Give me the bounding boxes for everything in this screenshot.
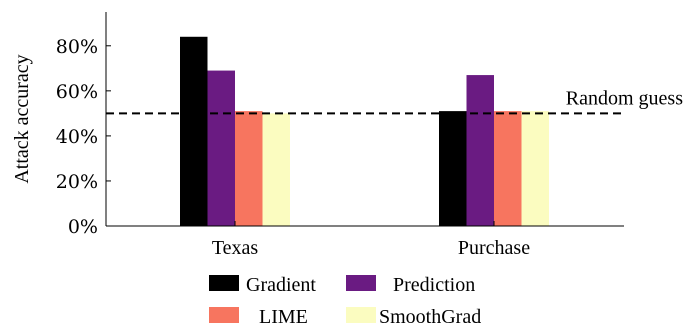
bar-prediction-purchase <box>466 75 494 226</box>
y-axis: 0% 20% 40% 60% 80% <box>56 12 111 238</box>
y-axis-label: Attack accuracy <box>11 54 33 183</box>
legend-swatch-prediction <box>346 275 376 291</box>
y-tick-label: 60% <box>56 81 98 103</box>
bar-gradient-purchase <box>439 111 467 226</box>
bar-gradient-texas <box>180 36 208 226</box>
plot-area <box>180 36 549 226</box>
legend-label-prediction: Prediction <box>393 274 475 296</box>
legend-swatch-lime <box>209 307 239 323</box>
y-tick-label: 80% <box>56 36 98 58</box>
legend: Gradient Prediction LIME SmoothGrad <box>209 274 481 328</box>
y-tick-label: 0% <box>68 216 98 238</box>
y-tick-label: 40% <box>56 126 98 148</box>
reference-line-group: Random guess <box>106 87 683 115</box>
bar-smoothgrad-purchase <box>521 111 549 226</box>
legend-label-smoothgrad: SmoothGrad <box>379 306 481 328</box>
bar-smoothgrad-texas <box>262 113 290 226</box>
x-tick-label: Purchase <box>458 237 530 259</box>
legend-label-lime: LIME <box>259 306 308 328</box>
bar-prediction-texas <box>207 70 235 226</box>
legend-label-gradient: Gradient <box>246 274 316 296</box>
bar-lime-purchase <box>494 111 522 226</box>
bar-lime-texas <box>235 111 263 226</box>
x-axis: Texas Purchase <box>106 221 624 259</box>
y-tick-label: 20% <box>56 171 98 193</box>
random-guess-label: Random guess <box>566 87 683 109</box>
legend-swatch-gradient <box>209 275 239 291</box>
x-tick-label: Texas <box>212 237 259 259</box>
legend-swatch-smoothgrad <box>346 307 376 323</box>
